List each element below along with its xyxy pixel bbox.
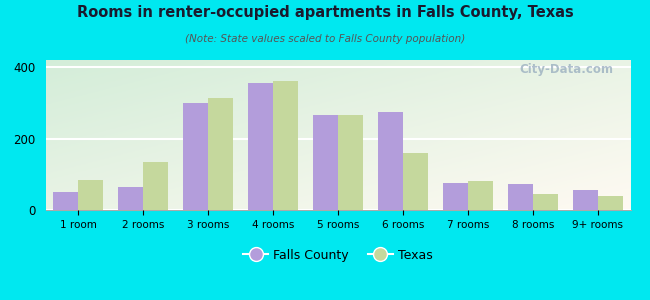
Bar	[573, 190, 598, 210]
Bar	[598, 196, 623, 210]
Bar	[53, 192, 78, 210]
Bar	[378, 112, 403, 210]
Bar	[533, 194, 558, 210]
Bar	[208, 98, 233, 210]
Bar	[118, 187, 143, 210]
Text: Rooms in renter-occupied apartments in Falls County, Texas: Rooms in renter-occupied apartments in F…	[77, 4, 573, 20]
Bar	[468, 182, 493, 210]
Bar	[443, 183, 468, 210]
Bar	[248, 83, 273, 210]
Bar	[183, 103, 208, 210]
Text: (Note: State values scaled to Falls County population): (Note: State values scaled to Falls Coun…	[185, 34, 465, 44]
Bar	[143, 162, 168, 210]
Text: City-Data.com: City-Data.com	[519, 63, 613, 76]
Bar	[403, 153, 428, 210]
Bar	[78, 180, 103, 210]
Legend: Falls County, Texas: Falls County, Texas	[239, 244, 437, 267]
Bar	[338, 116, 363, 210]
Bar	[508, 184, 533, 210]
Bar	[313, 116, 338, 210]
Bar	[273, 81, 298, 210]
